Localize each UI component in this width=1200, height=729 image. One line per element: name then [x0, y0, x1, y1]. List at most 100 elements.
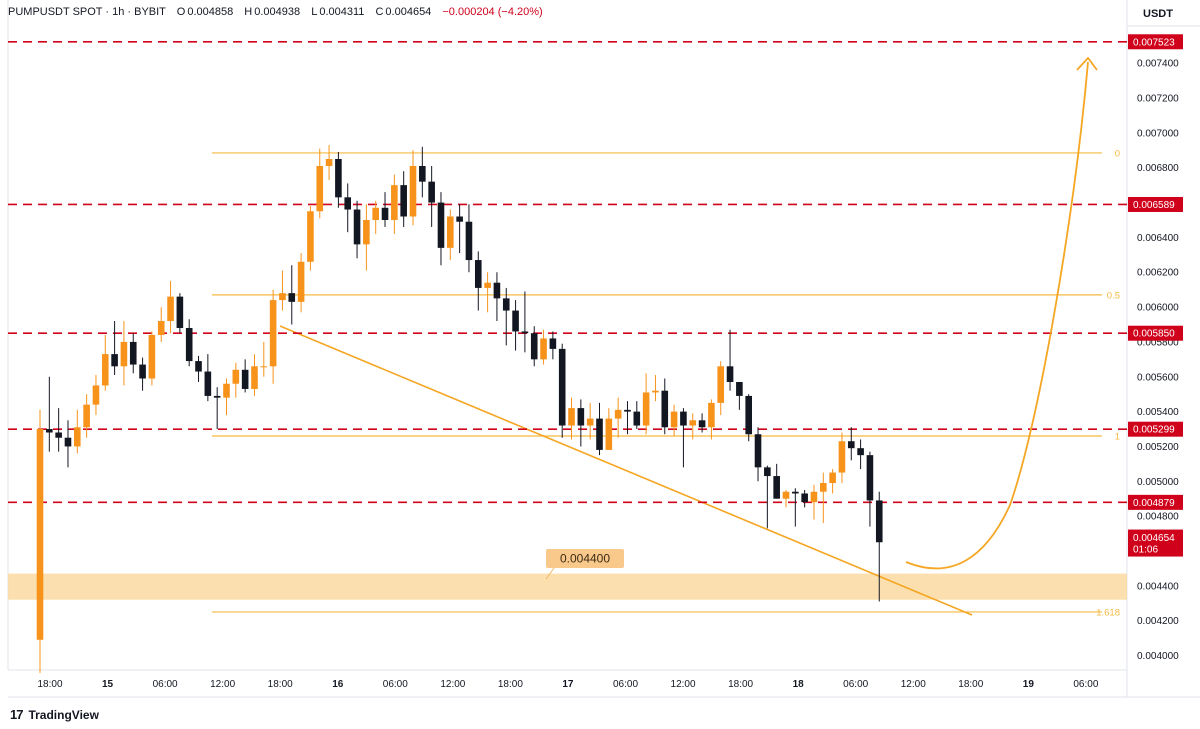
- callout-pointer: [545, 567, 555, 580]
- price-level-label: 0.007523: [1133, 37, 1175, 48]
- high-label: H: [244, 6, 253, 18]
- x-axis-tick-label: 17: [562, 679, 574, 690]
- candle-body: [577, 408, 585, 426]
- y-axis-tick-label: 0.007000: [1137, 128, 1179, 139]
- x-axis-tick-label: 06:00: [383, 679, 408, 690]
- candle-body: [297, 261, 305, 302]
- candle-body: [502, 298, 510, 311]
- candle-body: [820, 483, 827, 492]
- candle-body: [745, 395, 752, 435]
- candle-body: [773, 476, 780, 499]
- candle-body: [204, 371, 212, 396]
- candle-body: [782, 491, 790, 499]
- price-level-tag: [1128, 421, 1183, 437]
- candle-body: [875, 500, 883, 543]
- candle-body: [167, 296, 174, 322]
- candle-body: [232, 369, 240, 384]
- candle-body: [680, 411, 687, 426]
- fib-level-label: 1: [1115, 431, 1120, 442]
- candle-body: [288, 293, 296, 302]
- candle-body: [437, 202, 445, 248]
- candle-body: [46, 429, 53, 433]
- support-zone: [8, 573, 1127, 600]
- candle-body: [372, 207, 379, 220]
- low-value: 0.004311: [319, 6, 365, 18]
- y-axis-tick-label: 0.006200: [1137, 268, 1179, 279]
- candle-body: [325, 159, 333, 166]
- candle-body: [540, 338, 547, 360]
- x-axis-tick-label: 12:00: [210, 679, 235, 690]
- candle-body: [251, 366, 258, 389]
- candle-body: [316, 165, 324, 212]
- y-axis-tick-label: 0.004400: [1137, 581, 1179, 592]
- trend-line: [279, 325, 973, 616]
- y-axis-tick-label: 0.006800: [1137, 163, 1179, 174]
- candle-body: [269, 300, 277, 367]
- x-axis-tick-label: 18:00: [498, 679, 523, 690]
- candle-body: [717, 366, 725, 403]
- candle-body: [353, 209, 361, 245]
- x-axis-tick-label: 18:00: [37, 679, 62, 690]
- symbol-title[interactable]: PUMPUSDT SPOT · 1h · BYBIT: [8, 6, 166, 18]
- x-axis-tick-label: 06:00: [153, 679, 178, 690]
- candle-body: [670, 411, 678, 428]
- callout-box: [546, 549, 624, 568]
- arrow-head-icon: [1076, 56, 1098, 71]
- price-level-tag: [1128, 196, 1183, 212]
- y-axis-tick-label: 0.004200: [1137, 616, 1179, 627]
- candle-body: [857, 448, 864, 456]
- candle-body: [157, 321, 165, 335]
- candle-body: [111, 354, 118, 367]
- candle-body: [624, 409, 631, 412]
- y-axis-tick-label: 0.005800: [1137, 337, 1179, 348]
- candle-body: [512, 310, 519, 332]
- candle-body: [185, 327, 193, 362]
- candle-body: [195, 361, 202, 372]
- candle-body: [689, 420, 697, 426]
- x-axis-tick-label: 18:00: [268, 679, 293, 690]
- candle-body: [363, 219, 370, 245]
- y-axis-tick-label: 0.004800: [1137, 512, 1179, 523]
- candle-body: [148, 334, 156, 379]
- candle-body: [213, 395, 221, 398]
- candle-body: [241, 369, 249, 389]
- open-value: 0.004858: [187, 6, 234, 18]
- fib-level-label: 0: [1115, 148, 1120, 159]
- fib-level-label: 1.618: [1096, 607, 1120, 618]
- candle-body: [176, 296, 184, 328]
- x-axis-tick-label: 12:00: [440, 679, 465, 690]
- candle-body: [736, 381, 743, 396]
- candle-body: [120, 341, 128, 367]
- x-axis-tick-label: 19: [1023, 679, 1035, 690]
- price-level-label: 0.006589: [1133, 200, 1175, 211]
- y-axis-tick-label: 0.005400: [1137, 407, 1179, 418]
- fib-level-label: 0.5: [1107, 290, 1120, 301]
- currency-selector[interactable]: USDT: [1143, 8, 1173, 20]
- x-axis-tick-label: 18: [793, 679, 805, 690]
- candle-body: [391, 185, 398, 220]
- candle-body: [614, 409, 622, 419]
- candle-body: [726, 366, 734, 382]
- candle-body: [456, 216, 463, 222]
- candle-body: [400, 185, 407, 217]
- candle-body: [652, 390, 659, 393]
- candle-body: [409, 165, 417, 217]
- x-axis-tick-label: 18:00: [958, 679, 983, 690]
- current-price-label: 0.004654: [1133, 533, 1175, 544]
- candle-body: [139, 364, 146, 379]
- y-axis-tick-label: 0.007200: [1137, 94, 1179, 105]
- candle-body: [74, 427, 81, 447]
- candle-body: [83, 404, 90, 428]
- candle-body: [381, 207, 389, 220]
- candle-body: [558, 348, 566, 426]
- tradingview-logo-icon: 17: [10, 707, 24, 722]
- candle-body: [493, 282, 501, 299]
- candle-body: [810, 491, 818, 503]
- y-axis-tick-label: 0.006400: [1137, 233, 1179, 244]
- change-value: −0.000204 (−4.20%): [442, 6, 543, 18]
- x-axis-tick-label: 12:00: [671, 679, 696, 690]
- candle-body: [661, 390, 669, 428]
- tradingview-brand[interactable]: 17 TradingView: [10, 707, 99, 722]
